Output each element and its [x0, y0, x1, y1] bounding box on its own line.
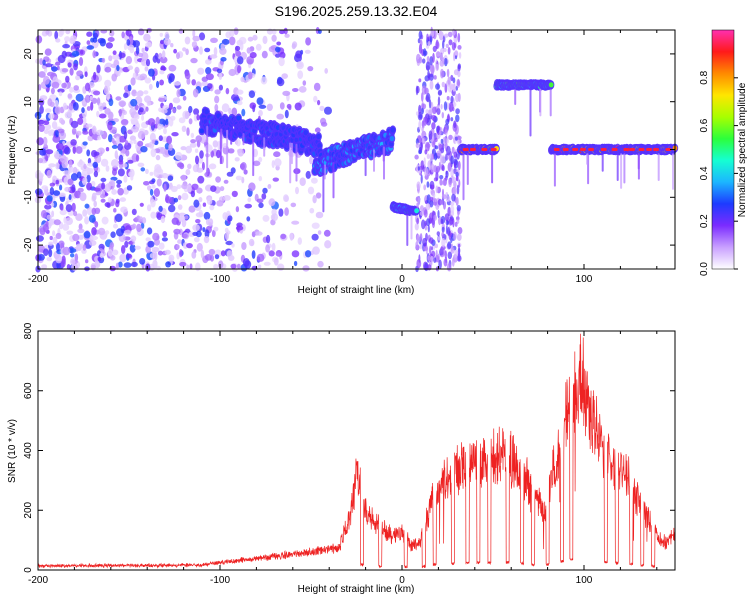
spectrogram-frame: [37, 29, 676, 270]
colorbar-tick-label: 0.6: [699, 118, 710, 132]
spectrogram-ytick-label: 0: [23, 146, 34, 152]
spectrogram-xlabel: Height of straight line (km): [298, 285, 415, 296]
snr-xtick-label: 100: [576, 575, 593, 586]
snr-ytick-label: 800: [23, 322, 34, 339]
spectrogram-ytick-label: -20: [23, 237, 34, 252]
colorbar-tick-label: 0.2: [699, 214, 710, 228]
colorbar-tick-label: 0.4: [699, 166, 710, 180]
spectrogram-feature-band-4: [414, 26, 463, 273]
colorbar-gradient: [711, 29, 735, 270]
spectrogram-feature-track-1: [198, 106, 324, 184]
spectrogram-ytick-label: 10: [23, 96, 34, 108]
snr-xtick-label: -100: [210, 575, 230, 586]
spectrogram-feature-track-3: [389, 201, 420, 246]
snr-ticks: -200 -100 0 100 0 200 400 600 800: [23, 322, 675, 586]
colorbar-tick-label: 0.0: [699, 262, 710, 276]
spectrogram-xtick-label: -200: [28, 274, 48, 285]
spectrogram-xtick-label: 100: [576, 274, 593, 285]
snr-ytick-label: 0: [23, 567, 34, 573]
spectrogram-feature-track-2: [311, 125, 397, 213]
spectrogram-feature-track-5: [457, 143, 500, 201]
snr-ylabel: SNR (10 * v/v): [7, 419, 18, 483]
snr-xlabel: Height of straight line (km): [298, 584, 415, 595]
colorbar: 0.0 0.2 0.4 0.6 0.8 Normalized spectral ampl…: [699, 29, 748, 276]
figure-title: S196.2025.259.13.32.E04: [275, 3, 438, 19]
spectrogram-ylabel: Frequency (Hz): [7, 116, 18, 185]
snr-xtick-label: -200: [28, 575, 48, 586]
snr-ytick-label: 600: [23, 382, 34, 399]
colorbar-ticks: 0.0 0.2 0.4 0.6 0.8: [699, 70, 738, 276]
snr-panel: -200 -100 0 100 0 200 400 600 800 Height of stra…: [7, 322, 676, 595]
spectrogram-xtick-label: -100: [210, 274, 230, 285]
colorbar-label: Normalized spectral amplitude: [737, 82, 748, 217]
spectrogram-feature-track-7: [548, 143, 679, 190]
spectrogram-heatmap: [34, 26, 679, 273]
snr-ytick-label: 400: [23, 442, 34, 459]
colorbar-tick-label: 0.8: [699, 70, 710, 84]
spectrogram-ytick-label: -10: [23, 190, 34, 205]
snr-frame: [37, 330, 676, 571]
spectrogram-feature-track-6: [493, 79, 555, 137]
spectrogram-xtick-label: 0: [399, 274, 405, 285]
snr-series-line: [37, 333, 676, 569]
spectrogram-ytick-label: 20: [23, 48, 34, 60]
snr-xtick-label: 0: [399, 575, 405, 586]
snr-ytick-label: 200: [23, 501, 34, 518]
